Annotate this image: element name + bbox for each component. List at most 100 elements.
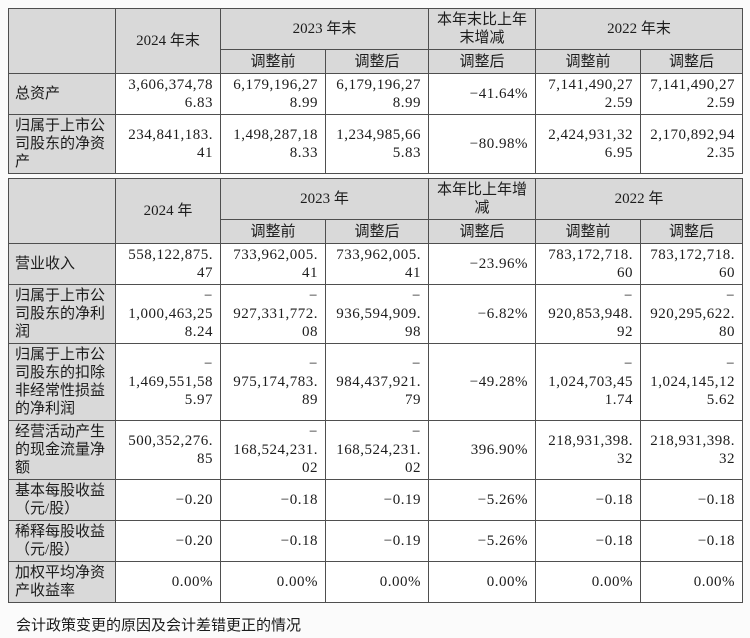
subheader-after-adjust: 调整后 xyxy=(428,219,537,244)
value-cell: −0.19 xyxy=(324,520,430,562)
subheader-after-adjust: 调整后 xyxy=(324,219,430,244)
corner-cell xyxy=(8,178,116,244)
col-header-2023: 2023 年 xyxy=(219,178,430,220)
value-cell: 733,962,005. 41 xyxy=(220,243,326,285)
value-cell: 733,962,005. 41 xyxy=(324,243,430,285)
subheader-before-adjust: 调整前 xyxy=(220,219,326,244)
value-cell: −0.18 xyxy=(640,520,744,562)
value-cell: 234,841,183. 41 xyxy=(115,114,221,174)
value-cell: −0.19 xyxy=(324,479,430,521)
value-cell: 2,170,892,94 2.35 xyxy=(640,114,744,174)
value-cell: 2,424,931,32 6.95 xyxy=(535,114,642,174)
value-cell: 783,172,718. 60 xyxy=(640,243,744,285)
value-cell: 6,179,196,27 8.99 xyxy=(324,73,430,115)
header-row-adjustments: 调整前 调整后 调整后 调整前 调整后 xyxy=(9,49,744,74)
row-label: 经营活动产生的现金流量净额 xyxy=(8,420,116,480)
subheader-after-adjust: 调整后 xyxy=(428,49,537,74)
row-label: 基本每股收益（元/股） xyxy=(8,479,116,521)
subheader-after-adjust: 调整后 xyxy=(324,49,430,74)
col-header-2022: 2022 年 xyxy=(535,178,744,220)
subheader-before-adjust: 调整前 xyxy=(220,49,326,74)
table-row: 加权平均净资产收益率 0.00% 0.00% 0.00% 0.00% 0.00% 0.00% xyxy=(8,561,744,603)
subheader-after-adjust: 调整后 xyxy=(640,49,744,74)
value-cell: 218,931,398. 32 xyxy=(535,420,642,480)
row-label: 归属于上市公司股东的扣除非经常性损益的净利润 xyxy=(8,343,116,421)
value-cell: − 984,437,921. 79 xyxy=(324,343,430,421)
value-cell: − 168,524,231. 02 xyxy=(220,420,326,480)
value-cell: 0.00% xyxy=(115,561,221,603)
value-cell: 0.00% xyxy=(428,561,537,603)
value-cell: − 920,853,948. 92 xyxy=(535,284,642,344)
value-cell: −0.18 xyxy=(535,479,642,521)
value-cell: − 1,024,703,45 1.74 xyxy=(535,343,642,421)
year-end-table-body: 总资产 3,606,374,78 6.83 6,179,196,27 8.99 6,1… xyxy=(8,73,744,174)
value-cell: −0.18 xyxy=(535,520,642,562)
value-cell: − 168,524,231. 02 xyxy=(324,420,430,480)
table-row: 经营活动产生的现金流量净额 500,352,276. 85− 168,524,23… xyxy=(8,420,744,480)
col-header-yoy-change: 本年比上年增减 xyxy=(428,178,537,220)
value-cell: 396.90% xyxy=(428,420,537,480)
table-row: 归属于上市公司股东的扣除非经常性损益的净利润 − 1,469,551,58 5.9… xyxy=(8,343,744,421)
value-cell: 7,141,490,27 2.59 xyxy=(640,73,744,115)
header-row-years: 2024 年 2023 年 本年比上年增减 2022 年 xyxy=(8,178,744,244)
value-cell: 0.00% xyxy=(324,561,430,603)
value-cell: −0.18 xyxy=(640,479,744,521)
col-header-2024: 2024 年 xyxy=(115,178,221,244)
section-caption: 会计政策变更的原因及会计差错更正的情况 xyxy=(16,618,302,634)
value-cell: 1,234,985,66 5.83 xyxy=(324,114,430,174)
value-cell: 0.00% xyxy=(220,561,326,603)
row-label: 归属于上市公司股东的净利润 xyxy=(8,284,116,344)
subheader-after-adjust: 调整后 xyxy=(640,219,744,244)
value-cell: − 1,024,145,12 5.62 xyxy=(640,343,744,421)
annual-table-body: 营业收入 558,122,875. 47 733,962,005. 41 733,96… xyxy=(8,243,744,603)
value-cell: −80.98% xyxy=(428,114,537,174)
value-cell: −0.20 xyxy=(115,520,221,562)
table-row: 营业收入 558,122,875. 47 733,962,005. 41 733,96… xyxy=(8,243,744,285)
value-cell: −49.28% xyxy=(428,343,537,421)
table-row: 基本每股收益（元/股） −0.20 −0.18 −0.19 −5.26% −0.18 −0.… xyxy=(8,479,744,521)
annual-results-table: 2024 年 2023 年 本年比上年增减 2022 年 调整前 调整后 调整后… xyxy=(8,178,744,603)
value-cell: − 975,174,783. 89 xyxy=(220,343,326,421)
value-cell: 558,122,875. 47 xyxy=(115,243,221,285)
col-header-2024-year-end: 2024 年末 xyxy=(115,8,221,74)
col-header-yoy-change-year-end: 本年末比上年末增减 xyxy=(428,8,537,50)
col-header-2022-year-end: 2022 年末 xyxy=(535,8,744,50)
value-cell: 3,606,374,78 6.83 xyxy=(115,73,221,115)
value-cell: 7,141,490,27 2.59 xyxy=(535,73,642,115)
table-row: 总资产 3,606,374,78 6.83 6,179,196,27 8.99 6,1… xyxy=(8,73,744,115)
value-cell: −41.64% xyxy=(428,73,537,115)
value-cell: 1,498,287,18 8.33 xyxy=(220,114,326,174)
value-cell: 0.00% xyxy=(640,561,744,603)
value-cell: −0.18 xyxy=(220,479,326,521)
corner-cell xyxy=(8,8,116,74)
value-cell: −5.26% xyxy=(428,520,537,562)
value-cell: 6,179,196,27 8.99 xyxy=(220,73,326,115)
col-header-2023-year-end: 2023 年末 xyxy=(219,8,430,50)
value-cell: − 1,000,463,25 8.24 xyxy=(115,284,221,344)
header-row-adjustments: 调整前 调整后 调整后 调整前 调整后 xyxy=(9,219,744,244)
value-cell: − 920,295,622. 80 xyxy=(640,284,744,344)
value-cell: −0.20 xyxy=(115,479,221,521)
year-end-balance-table: 2024 年末 2023 年末 本年末比上年末增减 2022 年末 调整前 调整… xyxy=(8,8,744,174)
value-cell: 783,172,718. 60 xyxy=(535,243,642,285)
value-cell: −23.96% xyxy=(428,243,537,285)
subheader-before-adjust: 调整前 xyxy=(535,219,642,244)
annual-table-header: 2024 年 2023 年 本年比上年增减 2022 年 调整前 调整后 调整后… xyxy=(8,178,744,244)
row-label: 归属于上市公司股东的净资产 xyxy=(8,114,116,174)
value-cell: − 927,331,772. 08 xyxy=(220,284,326,344)
value-cell: −5.26% xyxy=(428,479,537,521)
value-cell: −6.82% xyxy=(428,284,537,344)
value-cell: − 1,469,551,58 5.97 xyxy=(115,343,221,421)
year-end-table-header: 2024 年末 2023 年末 本年末比上年末增减 2022 年末 调整前 调整… xyxy=(8,8,744,74)
value-cell: 0.00% xyxy=(535,561,642,603)
value-cell: −0.18 xyxy=(220,520,326,562)
table-row: 归属于上市公司股东的净资产 234,841,183. 41 1,498,287,18… xyxy=(8,114,744,174)
value-cell: − 936,594,909. 98 xyxy=(324,284,430,344)
value-cell: 218,931,398. 32 xyxy=(640,420,744,480)
row-label: 稀释每股收益（元/股） xyxy=(8,520,116,562)
table-row: 归属于上市公司股东的净利润 − 1,000,463,25 8.24− 927,33… xyxy=(8,284,744,344)
subheader-before-adjust: 调整前 xyxy=(535,49,642,74)
value-cell: 500,352,276. 85 xyxy=(115,420,221,480)
table-row: 稀释每股收益（元/股） −0.20 −0.18 −0.19 −5.26% −0.18 −0.… xyxy=(8,520,744,562)
